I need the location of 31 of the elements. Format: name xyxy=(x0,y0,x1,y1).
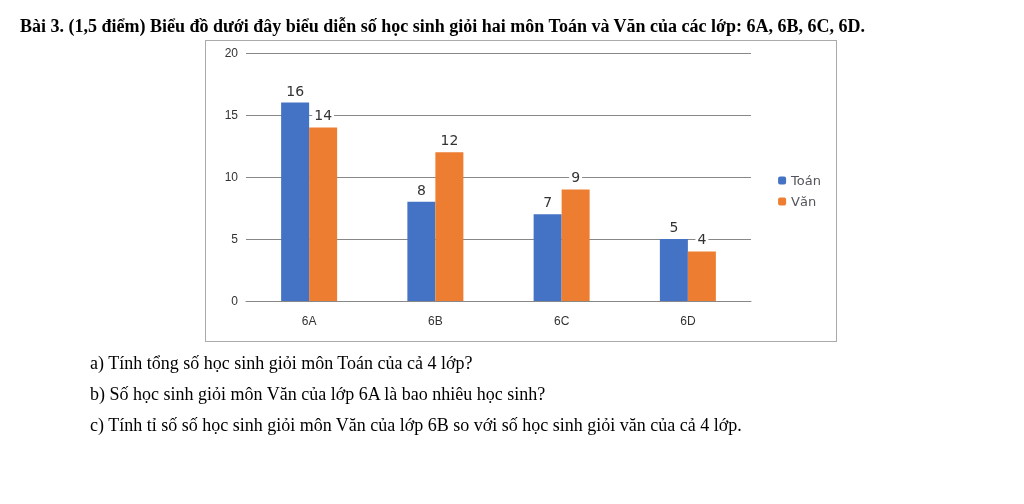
y-tick-label: 20 xyxy=(224,46,239,60)
chart-title: Bài 3. (1,5 điểm) Biểu đồ dưới đây biểu diễn số học sinh giỏi hai môn Toán và Văn của các lớp: 6A, 6B, 6C, 6D. xyxy=(19,15,867,38)
data-label: 8 xyxy=(416,181,426,198)
text: a) Tính tổng số học sinh giỏi môn Toán của cả 4 lớp? xyxy=(90,352,474,375)
x-tick-label: 6A xyxy=(301,314,317,328)
data-label: 5 xyxy=(669,219,679,235)
y-tick-label: 5 xyxy=(231,232,239,246)
bar xyxy=(533,214,562,301)
x-tick-label: 6D xyxy=(680,314,696,328)
bar xyxy=(659,239,688,301)
text: c) Tính tỉ số số học sinh giỏi môn Văn của lớp 6B so với số học sinh giỏi văn của cả 4 lớp. xyxy=(90,414,743,437)
bar xyxy=(561,189,590,301)
legend-label: Toán xyxy=(790,173,822,188)
bar xyxy=(687,251,716,301)
data-label: 12 xyxy=(440,132,459,149)
data-label: 9 xyxy=(571,169,581,186)
x-tick-label: 6C xyxy=(553,314,570,328)
x-tick-label: 6B xyxy=(428,314,443,328)
bar xyxy=(281,102,310,301)
data-label: 16 xyxy=(286,82,305,99)
data-label: 4 xyxy=(697,231,707,248)
legend-label: Văn xyxy=(791,194,817,209)
bar xyxy=(435,152,464,301)
data-label: 7 xyxy=(543,194,553,211)
bar xyxy=(407,201,436,301)
y-tick-label: 0 xyxy=(231,294,239,308)
data-label: 14 xyxy=(314,107,333,124)
text: b) Số học sinh giỏi môn Văn của lớp 6A là bao nhiêu học sinh? xyxy=(90,383,547,406)
y-tick-label: 15 xyxy=(224,108,239,122)
y-tick-label: 10 xyxy=(224,170,239,184)
bar xyxy=(309,127,338,301)
